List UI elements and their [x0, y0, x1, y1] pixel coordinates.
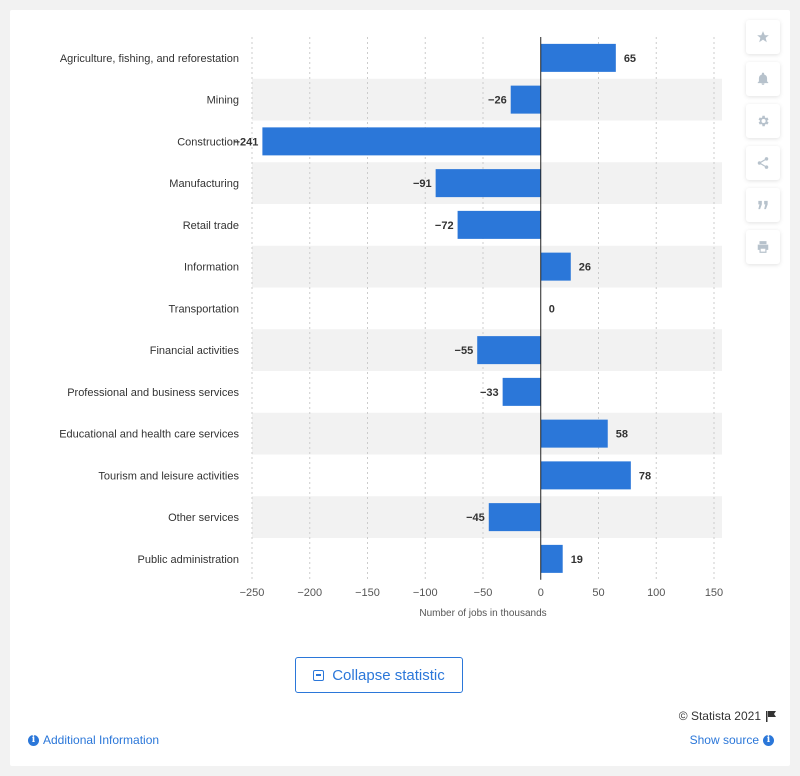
value-label: 78 — [639, 470, 651, 482]
value-label: −55 — [455, 345, 474, 357]
print-button[interactable] — [746, 230, 780, 264]
info-icon: i — [28, 734, 39, 746]
x-tick-label: 150 — [705, 587, 723, 599]
category-label: Educational and health care services — [59, 429, 239, 441]
x-tick-label: −250 — [240, 587, 265, 599]
value-label: −33 — [480, 387, 499, 399]
bookmark-button[interactable] — [746, 20, 780, 54]
x-tick-label: 0 — [538, 587, 544, 599]
gear-icon — [758, 115, 769, 127]
value-label: 26 — [579, 262, 591, 274]
category-label: Transportation — [168, 303, 239, 315]
category-label: Financial activities — [150, 345, 240, 357]
category-label: Mining — [207, 95, 239, 107]
bell-icon — [757, 72, 769, 85]
bar — [435, 169, 541, 198]
value-label: −91 — [413, 178, 432, 190]
info-icon: i — [763, 734, 774, 746]
category-label: Professional and business services — [67, 387, 239, 399]
bar — [540, 461, 631, 490]
bar — [262, 127, 541, 156]
collapse-icon — [313, 669, 325, 681]
flag-icon[interactable] — [766, 710, 776, 722]
collapse-statistic-button[interactable]: Collapse statistic — [295, 657, 463, 693]
star-icon — [757, 31, 769, 43]
value-label: −72 — [435, 220, 454, 232]
x-tick-label: 100 — [647, 587, 665, 599]
x-tick-label: 50 — [592, 587, 604, 599]
x-tick-label: −150 — [355, 587, 380, 599]
x-tick-label: −100 — [413, 587, 438, 599]
show-source-link[interactable]: Show source i — [690, 733, 774, 747]
category-label: Construction — [177, 136, 239, 148]
notification-button[interactable] — [746, 62, 780, 96]
category-label: Other services — [168, 512, 239, 524]
row-band — [252, 78, 722, 121]
share-icon — [757, 157, 769, 169]
side-toolbar — [746, 20, 780, 272]
row-band — [252, 245, 722, 288]
settings-button[interactable] — [746, 104, 780, 138]
value-label: 0 — [549, 303, 555, 315]
category-label: Tourism and leisure activities — [98, 470, 239, 482]
x-tick-label: −200 — [297, 587, 322, 599]
bar — [540, 419, 608, 448]
category-label: Manufacturing — [169, 178, 239, 190]
additional-information-label: Additional Information — [43, 733, 160, 747]
show-source-label: Show source — [689, 733, 759, 747]
category-label: Retail trade — [183, 220, 239, 232]
row-band — [252, 412, 722, 455]
copyright: © Statista 2021 — [679, 709, 776, 723]
bar — [540, 43, 616, 72]
x-axis-title: Number of jobs in thousands — [419, 608, 546, 619]
value-label: 58 — [616, 429, 628, 441]
cite-button[interactable] — [746, 188, 780, 222]
category-label: Information — [184, 262, 239, 274]
bar — [540, 544, 563, 573]
bar — [457, 210, 541, 239]
category-label: Agriculture, fishing, and reforestation — [60, 53, 239, 65]
value-label: −45 — [466, 512, 485, 524]
bar — [477, 336, 541, 365]
row-band — [252, 496, 722, 538]
collapse-label: Collapse statistic — [332, 666, 445, 684]
copyright-text: © Statista 2021 — [678, 709, 761, 723]
x-tick-label: −50 — [474, 587, 493, 599]
bar — [540, 252, 571, 281]
bar — [502, 377, 541, 406]
value-label: −26 — [488, 95, 507, 107]
additional-information-link[interactable]: i Additional Information — [28, 733, 159, 747]
bar-chart: Agriculture, fishing, and reforestation 6… — [59, 37, 723, 619]
value-label: 65 — [624, 53, 636, 65]
value-label: 19 — [571, 554, 583, 566]
bar — [510, 85, 541, 114]
print-icon — [757, 241, 769, 253]
share-button[interactable] — [746, 146, 780, 180]
category-label: Public administration — [138, 554, 240, 566]
quote-icon — [758, 200, 768, 210]
chart-card: Agriculture, fishing, and reforestation 6… — [10, 10, 790, 766]
value-label: −241 — [234, 136, 259, 148]
bar — [488, 503, 541, 532]
